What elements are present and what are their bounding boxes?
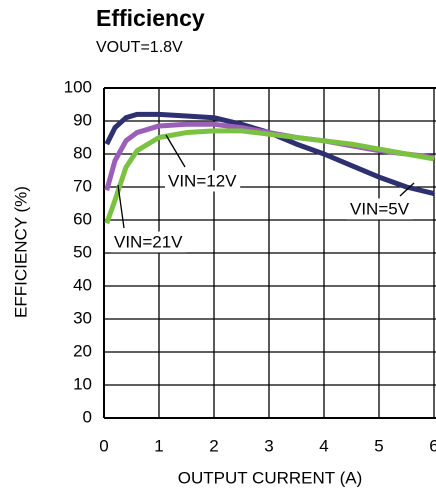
label-background: [111, 231, 187, 253]
leader-line: [165, 134, 186, 168]
annotations: VIN=5V VIN=12V VIN=21V: [111, 134, 415, 253]
x-tick-label: 4: [319, 436, 328, 455]
y-tick-label: 40: [73, 275, 92, 294]
y-tick-label: 10: [73, 374, 92, 393]
label-background: [347, 198, 413, 220]
label-background: [165, 170, 241, 192]
x-tick-label: 3: [264, 436, 273, 455]
chart-subtitle: VOUT=1.8V: [96, 39, 183, 56]
y-tick-label: 50: [73, 242, 92, 261]
series-label: VIN=21V: [114, 232, 183, 251]
y-tick-label: 70: [73, 176, 92, 195]
y-axis-label: EFFICIENCY (%): [11, 186, 30, 318]
y-tick-label: 60: [73, 209, 92, 228]
x-tick-label: 6: [429, 436, 436, 455]
chart-title: Efficiency: [96, 5, 205, 31]
y-tick-label: 90: [73, 110, 92, 129]
lines: [104, 111, 435, 225]
x-tick-label: 2: [209, 436, 218, 455]
series-line: [104, 128, 435, 225]
y-tick-label: 100: [64, 77, 92, 96]
series-line: [104, 111, 435, 197]
grid: 0 10 20 30 40 50 60 70 80 90 100 0 1 2 3 4 5 6: [64, 77, 436, 455]
x-tick-label: 5: [374, 436, 383, 455]
series-label: VIN=5V: [350, 199, 410, 218]
y-tick-label: 80: [73, 143, 92, 162]
x-tick-label: 0: [99, 436, 108, 455]
x-axis-label: OUTPUT CURRENT (A): [178, 468, 363, 487]
leader-line: [117, 184, 125, 229]
y-tick-label: 0: [83, 407, 92, 426]
y-tick-label: 30: [73, 308, 92, 327]
x-tick-label: 1: [154, 436, 163, 455]
leader-line: [399, 182, 415, 197]
series-label: VIN=12V: [168, 171, 237, 190]
y-tick-label: 20: [73, 341, 92, 360]
